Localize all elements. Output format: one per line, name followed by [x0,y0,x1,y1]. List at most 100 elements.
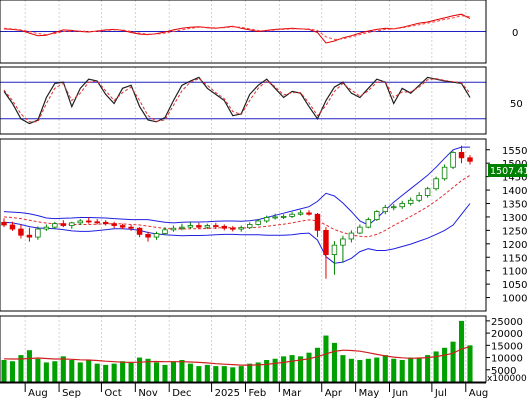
volume-bar [221,366,227,382]
candle-body [382,207,389,212]
candle-body [441,166,448,180]
candle-body [43,226,50,230]
volume-bar [314,347,321,382]
candle-body [60,223,67,226]
candle-body [306,212,312,215]
volume-bar [9,361,16,382]
candle-body [374,211,380,221]
candle-body [331,244,338,255]
candle-body [230,227,236,230]
candle-body [323,229,329,255]
volume-bar [103,364,109,382]
time-axis-label: Jun [392,388,409,399]
stochastic-tick-label: 50 [510,99,523,110]
volume-bar [170,361,176,382]
candle-body [255,220,261,225]
volume-bar [450,341,456,382]
candle-body [170,227,177,231]
candle-body [85,220,92,223]
price-tick-label: 1450 [502,173,527,184]
volume-bar [247,363,253,382]
price-tick-label: 1150 [502,253,527,264]
volume-bar [289,355,295,382]
volume-bar [35,358,41,382]
volume-bar [153,362,160,382]
candle-body [69,222,75,226]
volume-bar [281,356,287,382]
volume-bar [26,350,32,382]
volume-bar [264,360,270,382]
volume-bar [94,363,100,382]
macd-line [3,13,471,44]
candle-body [297,212,304,215]
volume-bar [18,355,24,382]
price-tick-label: 1200 [502,240,527,251]
volume-bar [230,367,236,382]
volume-bar [382,355,388,382]
price-tick-label: 1550 [502,146,527,157]
volume-bar [77,362,83,382]
stochastic-gridlines [24,67,467,134]
volume-gridlines [24,316,467,382]
volume-tick-label: 10000 [491,354,523,365]
candle-body [162,229,168,234]
candle-body [314,213,321,231]
macd-panel: 0 [0,0,518,64]
bollinger-lower-band [3,203,471,264]
volume-bar [467,345,473,382]
candle-body [136,227,143,235]
volume-panel-frame [0,315,487,383]
bollinger-bands [3,146,471,264]
volume-bar [145,358,151,382]
candle-body [153,233,160,238]
price-tick-label: 1300 [502,213,527,224]
volume-bar [348,358,354,382]
stochastic-panel-frame [0,66,487,135]
price-tick-label: 1000 [502,294,527,305]
volume-bar [298,356,304,382]
time-axis-label: Feb [248,388,266,399]
volume-bar [196,366,202,382]
price-panel-frame [0,138,487,312]
stochastic-d-line [3,78,471,123]
candle-body [365,219,372,228]
macd-tick-label: 0 [512,28,518,39]
candle-body [187,225,194,228]
volume-bar [331,342,337,382]
time-axis-label: Aug [469,388,489,399]
candle-body [1,221,7,226]
candle-body [111,223,117,226]
volume-bar [442,347,448,382]
candle-body [145,234,151,238]
volume-bar [179,360,185,382]
volume-bar [60,356,66,382]
time-axis-label: Sep [62,388,81,399]
candle-body [179,226,185,229]
volume-bar [357,360,363,382]
volume-bar [306,352,312,382]
candle-body [221,225,228,229]
volume-bar [433,351,439,382]
time-axis-label: May [359,388,380,399]
candle-body [263,217,270,222]
time-axis: Aug Sep Oct Nov Dec 2025 Feb Mar Apr May Jun Jul Aug [0,382,489,399]
candle-body [196,225,202,228]
volume-bar [391,358,397,382]
volume-bar [137,357,143,382]
candle-body [119,225,126,228]
volume-bar [408,357,414,382]
candle-body [9,224,16,230]
volume-bar [69,360,75,382]
stochastic-lines [3,76,471,125]
candle-body [246,224,253,229]
price-tick-label: 1050 [502,280,527,291]
volume-average-line [3,346,471,366]
volume-bar [425,355,431,382]
candle-body [77,220,83,224]
time-axis-label: Jul [434,388,447,399]
candle-body [272,216,278,219]
candle-body [399,203,405,208]
